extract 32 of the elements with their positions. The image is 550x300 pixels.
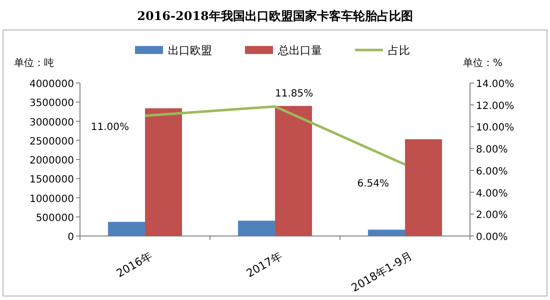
data-label: 11.85% [275,88,314,100]
y-tick-label: 1500000 [29,174,74,186]
y-tick-label: 4000000 [29,79,74,90]
y2-axis-title: 单位：% [463,57,503,69]
legend-label: 占比 [388,44,410,57]
y-tick-label: 0 [68,232,74,243]
legend-label: 总出口量 [277,44,322,57]
y-axis-title: 单位：吨 [14,57,54,69]
chart-title: 2016-2018年我国出口欧盟国家卡客车轮胎占比图 [137,9,413,23]
y2-tick-label: 2.00% [476,210,508,222]
y2-tick-label: 10.00% [476,122,514,134]
y-tick-label: 2000000 [29,156,74,166]
bar [238,220,275,236]
y-tick-label: 2500000 [29,136,74,148]
bar [108,222,145,236]
bar [275,106,312,236]
y-tick-label: 500000 [36,212,74,224]
legend-label: 出口欧盟 [168,44,212,57]
bar [368,230,405,236]
y2-tick-label: 4.00% [476,188,508,200]
y-tick-label: 1000000 [29,194,74,205]
y2-tick-label: 14.00% [476,79,514,90]
data-label: 6.54% [357,178,389,190]
y2-tick-label: 6.00% [476,166,508,178]
y2-tick-label: 0.00% [476,232,508,243]
y-tick-label: 3500000 [29,98,74,110]
y2-tick-label: 8.00% [476,144,508,156]
data-label: 11.00% [90,122,129,133]
bar [405,139,442,236]
y2-tick-label: 12.00% [476,100,514,112]
y-tick-label: 3000000 [29,117,74,128]
bar [145,108,182,236]
